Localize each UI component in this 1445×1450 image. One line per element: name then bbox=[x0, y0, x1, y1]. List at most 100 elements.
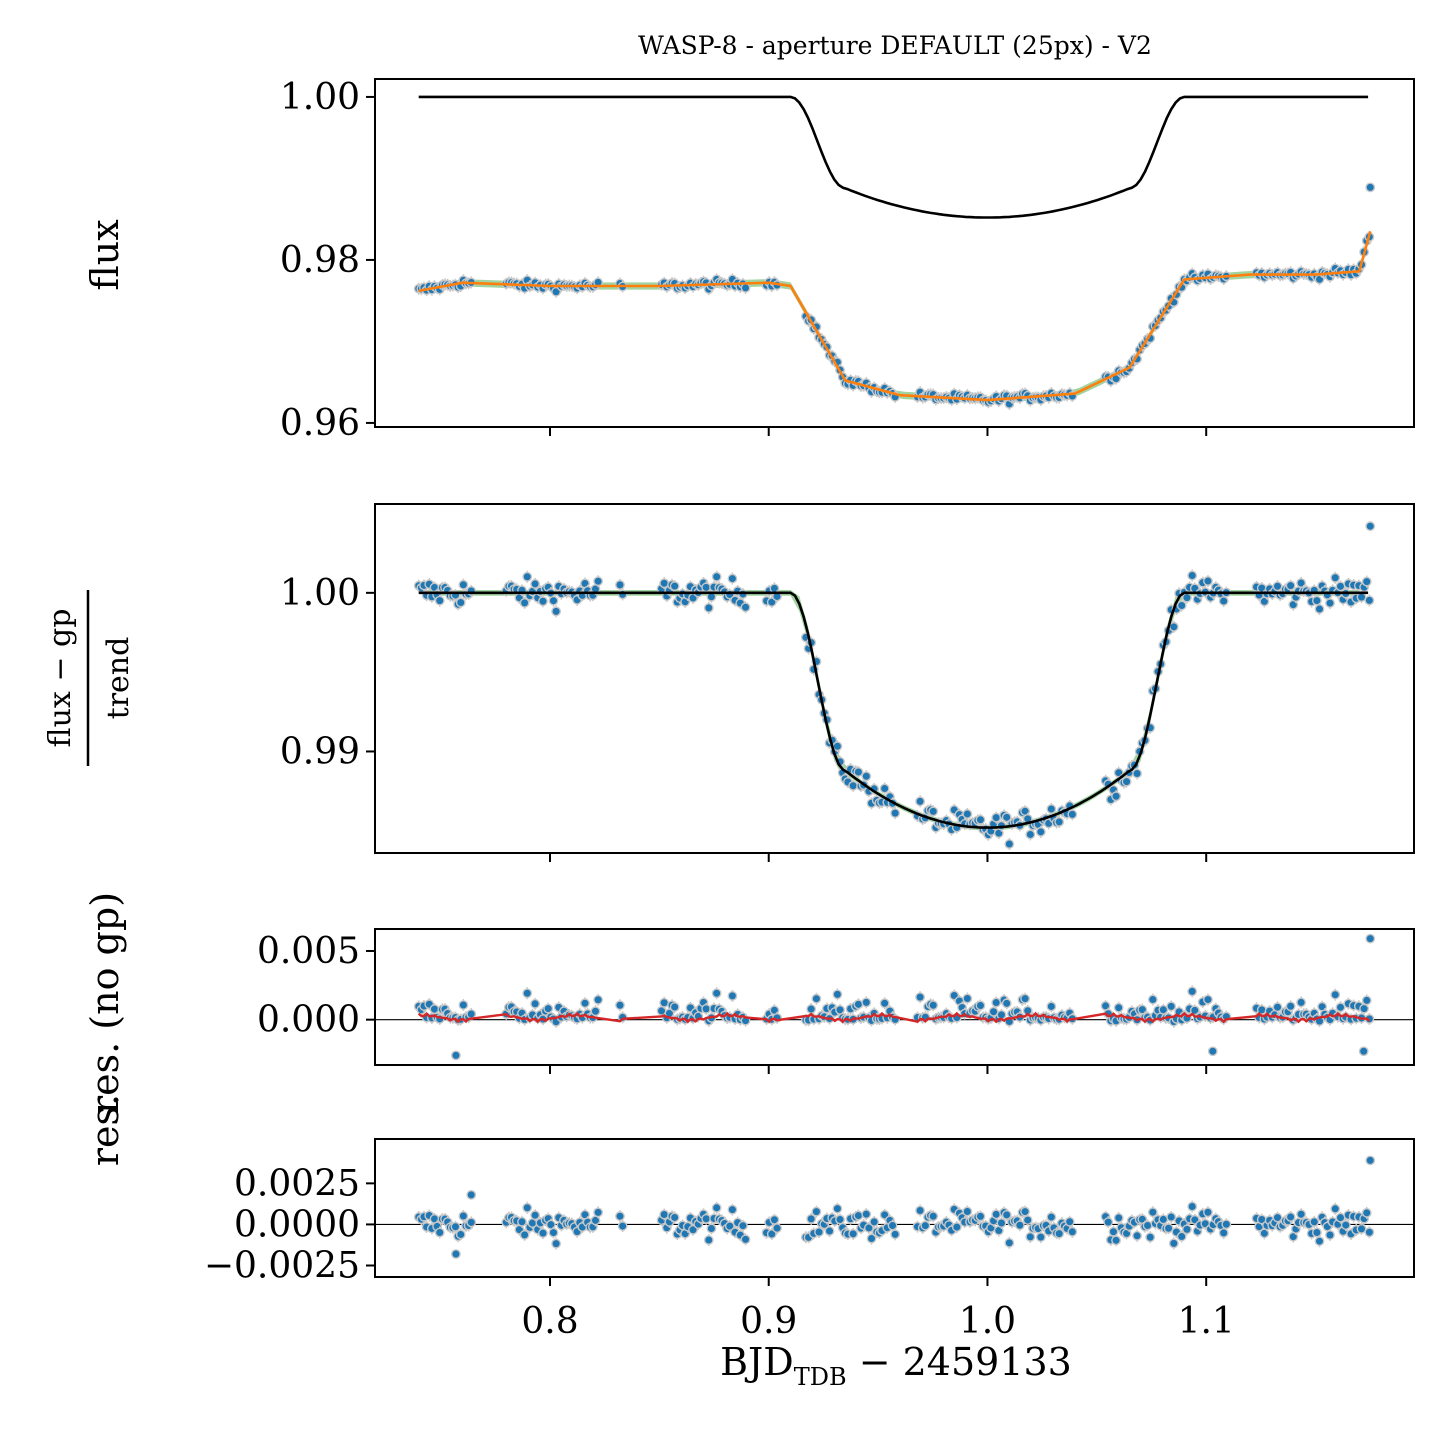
data-point bbox=[1182, 592, 1192, 603]
data-point bbox=[458, 1000, 469, 1010]
data-point bbox=[1001, 812, 1012, 823]
data-point bbox=[740, 1234, 751, 1245]
data-point-outlier bbox=[1365, 182, 1376, 193]
data-point bbox=[1064, 1216, 1075, 1227]
data-point bbox=[975, 1211, 986, 1222]
data-point bbox=[711, 571, 722, 582]
data-point bbox=[1132, 768, 1142, 779]
data-point bbox=[1364, 1227, 1375, 1238]
data-point bbox=[659, 1209, 670, 1220]
data-point bbox=[1311, 1227, 1322, 1238]
data-point bbox=[848, 1228, 859, 1239]
data-point bbox=[669, 1212, 680, 1223]
y-tick-label: 0.96 bbox=[280, 403, 360, 444]
data-point bbox=[920, 1220, 931, 1231]
data-point-outlier bbox=[451, 1249, 461, 1259]
data-point bbox=[1001, 1209, 1012, 1220]
data-point bbox=[806, 1213, 817, 1224]
data-point bbox=[593, 994, 604, 1005]
data-point bbox=[724, 1221, 735, 1232]
data-point bbox=[996, 1218, 1007, 1228]
data-point bbox=[1108, 1226, 1119, 1237]
data-point bbox=[450, 1221, 461, 1232]
data-point bbox=[1035, 1232, 1046, 1243]
data-point bbox=[962, 1206, 973, 1217]
transit-model-line bbox=[418, 95, 1369, 219]
data-point bbox=[1325, 598, 1335, 608]
data-point bbox=[991, 812, 1002, 823]
data-point bbox=[615, 579, 625, 590]
y-tick-label: 1.00 bbox=[280, 77, 360, 118]
data-point bbox=[806, 1004, 817, 1014]
data-point bbox=[975, 1000, 986, 1011]
data-point bbox=[1176, 600, 1187, 611]
data-point bbox=[1285, 1212, 1296, 1222]
y-tick-label: 0.000 bbox=[257, 1000, 360, 1041]
data-point bbox=[1113, 1213, 1124, 1223]
axes-frame bbox=[374, 928, 1415, 1066]
data-point bbox=[890, 808, 901, 819]
data-point bbox=[1121, 776, 1132, 787]
data-point bbox=[811, 1206, 822, 1217]
data-point bbox=[1187, 986, 1198, 997]
data-point bbox=[434, 595, 445, 606]
data-point bbox=[517, 1216, 527, 1227]
data-point bbox=[1221, 1219, 1232, 1230]
data-point bbox=[1004, 1237, 1015, 1248]
y-tick-label: 0.98 bbox=[280, 240, 360, 281]
data-point bbox=[543, 1003, 554, 1014]
transit-model-line bbox=[418, 591, 1369, 829]
xlabel-suffix: − 2459133 bbox=[847, 1340, 1072, 1384]
data-point bbox=[1361, 995, 1372, 1006]
data-point bbox=[1046, 804, 1057, 814]
data-point bbox=[711, 988, 722, 999]
data-point bbox=[1025, 1231, 1036, 1242]
data-point bbox=[962, 809, 973, 819]
data-point bbox=[458, 1211, 469, 1221]
data-point bbox=[1356, 1223, 1367, 1234]
data-point bbox=[703, 1235, 714, 1245]
data-point bbox=[1111, 791, 1121, 802]
data-point bbox=[1147, 994, 1158, 1005]
panel-residuals: 0.000 0.005 bbox=[257, 928, 1415, 1074]
data-point bbox=[1187, 1201, 1198, 1212]
data-point bbox=[1020, 993, 1030, 1004]
data-point bbox=[538, 1228, 548, 1239]
data-point bbox=[1330, 989, 1341, 1000]
data-point bbox=[1330, 572, 1341, 583]
data-point bbox=[590, 1006, 601, 1017]
data-point bbox=[1166, 1212, 1177, 1222]
data-point bbox=[669, 581, 680, 591]
data-point bbox=[1314, 1236, 1325, 1247]
data-point bbox=[701, 1213, 712, 1224]
data-point bbox=[615, 1000, 625, 1011]
data-point bbox=[991, 997, 1002, 1008]
data-point bbox=[1004, 839, 1015, 849]
x-tick-label: 1.1 bbox=[1178, 1301, 1235, 1342]
data-point bbox=[975, 814, 986, 825]
data-points bbox=[413, 521, 1376, 851]
data-point bbox=[864, 1223, 874, 1233]
data-point bbox=[1022, 1215, 1033, 1225]
data-point bbox=[915, 796, 925, 807]
data-point bbox=[1335, 1002, 1346, 1013]
data-point bbox=[853, 1210, 864, 1221]
data-point bbox=[659, 997, 670, 1008]
data-point bbox=[1309, 1216, 1320, 1227]
data-point bbox=[951, 1222, 962, 1232]
data-point bbox=[1272, 1212, 1283, 1223]
data-point bbox=[869, 1217, 880, 1227]
axes-frame bbox=[374, 1138, 1415, 1278]
y-tick-label: 0.99 bbox=[280, 731, 360, 772]
data-point bbox=[915, 992, 925, 1003]
data-point bbox=[1218, 596, 1229, 606]
data-point bbox=[861, 1209, 872, 1220]
data-point bbox=[738, 1220, 748, 1231]
data-point bbox=[740, 282, 751, 293]
data-point bbox=[879, 783, 890, 794]
data-point bbox=[1356, 592, 1367, 603]
data-point bbox=[522, 988, 533, 999]
ylabel-denominator: trend bbox=[101, 637, 136, 720]
